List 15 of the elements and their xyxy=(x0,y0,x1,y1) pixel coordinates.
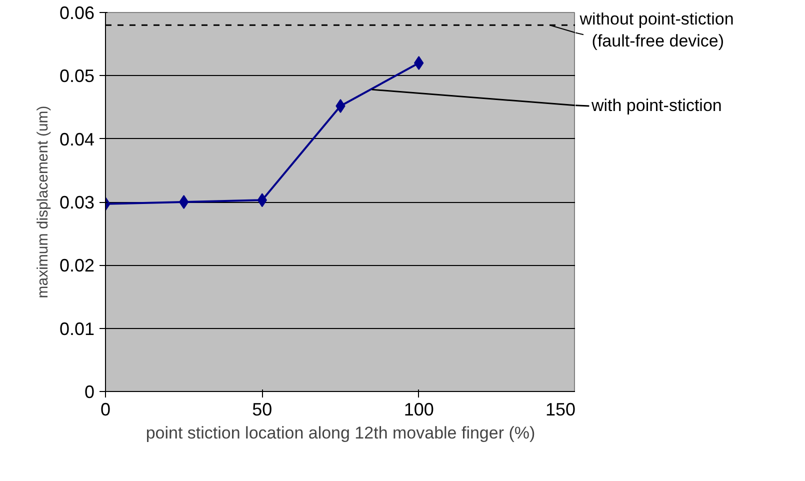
x-tick-label: 0 xyxy=(100,400,111,420)
y-axis-title: maximum displacement (um) xyxy=(34,106,52,298)
x-tick-label: 150 xyxy=(545,400,576,420)
y-tick-label: 0.04 xyxy=(59,129,95,150)
y-tick-label: 0.02 xyxy=(59,256,95,276)
y-tick-label: 0.01 xyxy=(59,318,95,339)
x-axis-title: point stiction location along 12th movable finger (%) xyxy=(146,424,536,442)
y-tick-label: 0.06 xyxy=(59,3,95,23)
x-tick-label: 100 xyxy=(404,400,434,420)
x-tick-label: 50 xyxy=(252,400,272,420)
ref-line-label: without point-stiction (fault-free device) xyxy=(578,10,734,51)
annotation: with point-stiction xyxy=(590,96,722,115)
y-tick-label: 0 xyxy=(84,382,95,402)
y-tick-label: 0.05 xyxy=(59,66,95,86)
y-tick-label: 0.03 xyxy=(59,192,95,212)
